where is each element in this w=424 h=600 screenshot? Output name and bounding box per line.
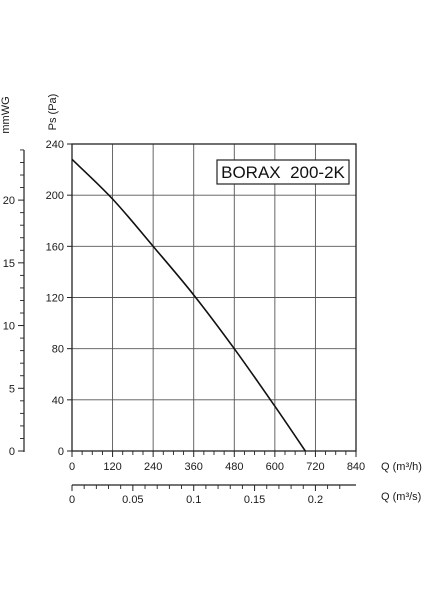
y-tick-label: 240: [46, 139, 64, 151]
mmwg-axis-title: mmWG: [0, 96, 12, 133]
y-tick-label: 160: [46, 241, 64, 253]
mmwg-tick-label: 15: [3, 258, 15, 270]
secondary-x-axis: 0 0.05 0.1 0.15 0.2: [69, 484, 356, 506]
x-tick-label: 240: [144, 461, 162, 473]
mmwg-tick-label: 10: [3, 321, 15, 333]
secondary-x-tick-label: 0.15: [244, 494, 265, 506]
y-tick-label: 80: [52, 344, 64, 356]
x-axis: 0 120 240 360 480 600 720 840: [69, 451, 365, 473]
y-tick-label: 120: [46, 293, 64, 305]
x-tick-label: 0: [69, 461, 75, 473]
y-axis: 0 40 80 120 160 200 240: [46, 139, 72, 458]
x-tick-label: 360: [185, 461, 203, 473]
mmwg-tick-label: 20: [3, 195, 15, 207]
model-label-box: BORAX 200-2K: [216, 159, 350, 185]
x-tick-label: 720: [306, 461, 324, 473]
secondary-x-tick-label: 0.1: [186, 494, 201, 506]
x-tick-label: 600: [266, 461, 284, 473]
x-tick-label: 480: [225, 461, 243, 473]
secondary-x-axis-title: Q (m³/s): [381, 491, 421, 503]
model-label: BORAX 200-2K: [221, 163, 345, 182]
mmwg-ticks: 0 5 10 15 20: [3, 149, 24, 458]
grid: [71, 143, 357, 452]
ps-axis-title: Ps (Pa): [47, 94, 59, 131]
x-tick-label: 840: [347, 461, 365, 473]
y-tick-label: 200: [46, 190, 64, 202]
pressure-curve: [71, 158, 306, 452]
mmwg-tick-label: 0: [9, 446, 15, 458]
y-tick-label: 0: [58, 446, 64, 458]
y-tick-label: 40: [52, 395, 64, 407]
secondary-x-tick-label: 0: [69, 494, 75, 506]
x-axis-title: Q (m³/h): [381, 461, 422, 473]
secondary-x-tick-label: 0.2: [308, 494, 323, 506]
secondary-x-tick-label: 0.05: [122, 494, 143, 506]
mmwg-tick-label: 5: [9, 383, 15, 395]
x-tick-label: 120: [103, 461, 121, 473]
